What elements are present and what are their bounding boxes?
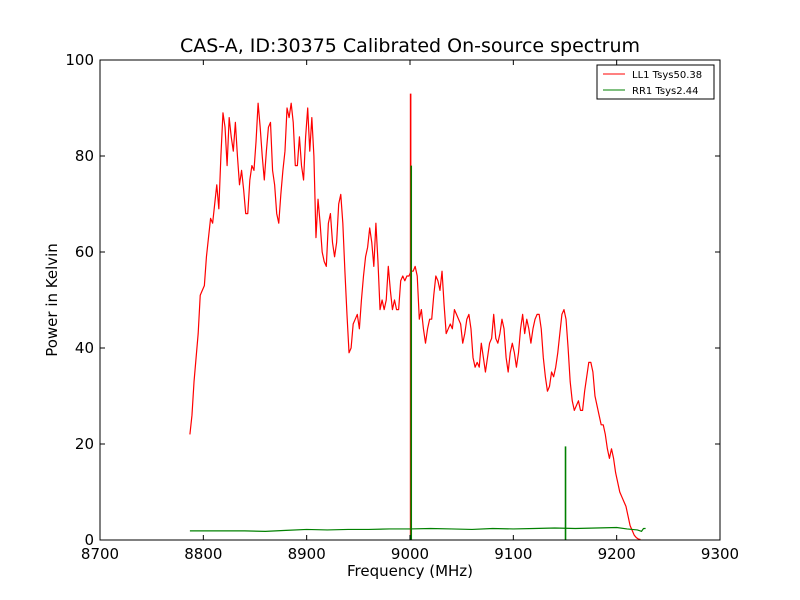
legend-box bbox=[596, 64, 715, 100]
x-tick-labels: 8700 8800 8900 9000 9100 9200 9300 bbox=[81, 545, 739, 563]
y-tick-labels: 0 20 40 60 80 100 bbox=[65, 51, 94, 549]
plot-frame bbox=[99, 59, 721, 541]
y-tick-label: 0 bbox=[84, 531, 94, 549]
x-tick-label: 9000 bbox=[391, 545, 429, 563]
x-axis-label: Frequency (MHz) bbox=[347, 562, 473, 580]
y-tick-label: 60 bbox=[75, 243, 94, 261]
x-tick-label: 9100 bbox=[494, 545, 532, 563]
y-tick-label: 20 bbox=[75, 435, 94, 453]
y-tick-label: 80 bbox=[75, 147, 94, 165]
x-tick-label: 8700 bbox=[81, 545, 119, 563]
legend-label-rr1: RR1 Tsys2.44 bbox=[632, 86, 699, 97]
chart-title: CAS-A, ID:30375 Calibrated On-source spe… bbox=[180, 35, 640, 57]
x-tick-label: 8900 bbox=[288, 545, 326, 563]
plot-area bbox=[99, 59, 721, 541]
y-tick-label: 100 bbox=[65, 51, 94, 69]
series-rr1 bbox=[189, 165, 646, 540]
x-tick-label: 9200 bbox=[598, 545, 636, 563]
legend-label-ll1: LL1 Tsys50.38 bbox=[632, 70, 702, 81]
y-tick-label: 40 bbox=[75, 339, 94, 357]
legend: LL1 Tsys50.38 RR1 Tsys2.44 bbox=[596, 64, 715, 100]
x-tick-label: 9300 bbox=[701, 545, 739, 563]
series-line-rr1 bbox=[189, 526, 646, 532]
series-line-ll1 bbox=[189, 102, 641, 541]
y-axis-label: Power in Kelvin bbox=[43, 243, 61, 357]
x-tick-label: 8800 bbox=[184, 545, 222, 563]
series-layer bbox=[189, 93, 646, 541]
